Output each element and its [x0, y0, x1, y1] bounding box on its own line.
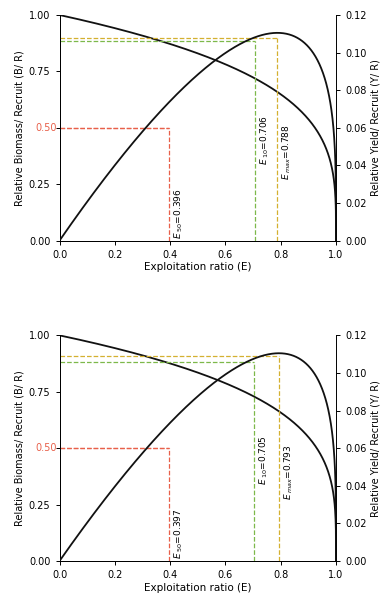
- X-axis label: Exploitation ratio (E): Exploitation ratio (E): [144, 583, 252, 593]
- Y-axis label: Relative Yield/ Recruit (Y/ R): Relative Yield/ Recruit (Y/ R): [371, 380, 381, 517]
- X-axis label: Exploitation ratio (E): Exploitation ratio (E): [144, 262, 252, 272]
- Text: 0.50: 0.50: [35, 123, 57, 133]
- Text: 0.50: 0.50: [35, 443, 57, 453]
- Text: $E_{\ 50}$=0.397: $E_{\ 50}$=0.397: [172, 509, 185, 559]
- Y-axis label: Relative Yield/ Recruit (Y/ R): Relative Yield/ Recruit (Y/ R): [371, 59, 381, 196]
- Text: $E_{\ 10}$=0.705: $E_{\ 10}$=0.705: [258, 436, 270, 485]
- Text: $E_{\ max}$=0.793: $E_{\ max}$=0.793: [282, 444, 295, 500]
- Text: $E_{\ max}$=0.788: $E_{\ max}$=0.788: [281, 124, 293, 180]
- Text: $E_{\ 50}$=0.396: $E_{\ 50}$=0.396: [172, 188, 185, 239]
- Y-axis label: Relative Biomass/ Recruit (B/ R): Relative Biomass/ Recruit (B/ R): [15, 50, 25, 206]
- Text: $E_{\ 10}$=0.706: $E_{\ 10}$=0.706: [258, 115, 271, 165]
- Y-axis label: Relative Biomass/ Recruit (B/ R): Relative Biomass/ Recruit (B/ R): [15, 370, 25, 526]
